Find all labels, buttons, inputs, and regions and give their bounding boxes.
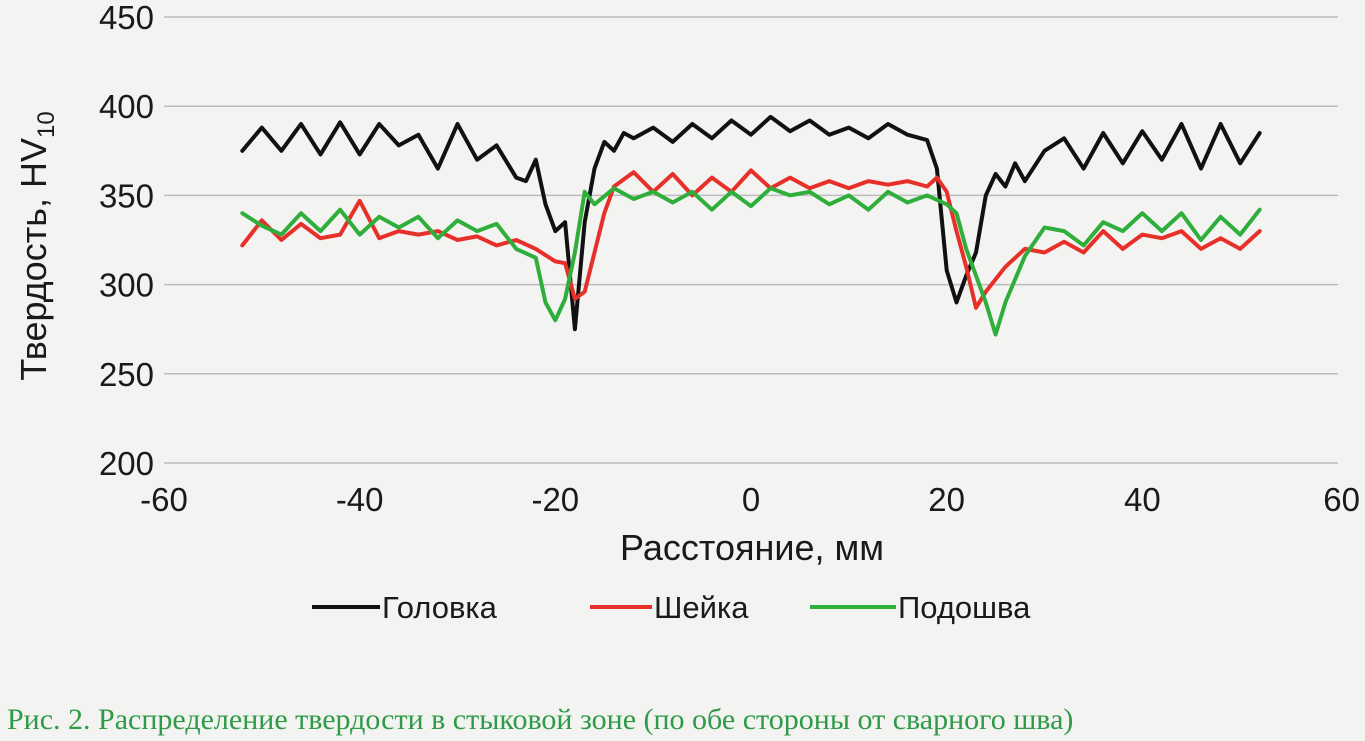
grid-lines bbox=[164, 16, 1338, 464]
y-tick-labels: 200 250 300 350 400 450 bbox=[99, 0, 154, 482]
series-line-1 bbox=[240, 114, 1262, 332]
series-line-2 bbox=[240, 168, 1262, 310]
x-tick-label--40: -40 bbox=[336, 481, 384, 518]
figure-caption: Рис. 2. Распределение твердости в стыков… bbox=[7, 703, 1073, 736]
x-tick-labels: -60 -40 -20 0 20 40 60 bbox=[140, 481, 1360, 518]
x-tick-label--20: -20 bbox=[531, 481, 579, 518]
x-tick-label--60: -60 bbox=[140, 481, 188, 518]
y-tick-label-400: 400 bbox=[99, 88, 154, 125]
x-tick-label-60: 60 bbox=[1323, 481, 1360, 518]
y-tick-label-200: 200 bbox=[99, 445, 154, 482]
y-axis-title: Твердость, HV10 bbox=[13, 111, 60, 380]
x-axis-title: Расстояние, мм bbox=[620, 527, 884, 568]
y-tick-label-350: 350 bbox=[99, 177, 154, 214]
x-tick-label-0: 0 bbox=[742, 481, 760, 518]
legend-label-1: Головка bbox=[382, 590, 498, 625]
y-axis-title-subscript: 10 bbox=[33, 111, 60, 138]
series-lines bbox=[240, 114, 1262, 337]
legend: Головка Шейка Подошва bbox=[312, 590, 1031, 625]
legend-label-3: Подошва bbox=[898, 590, 1031, 625]
y-tick-label-300: 300 bbox=[99, 267, 154, 304]
x-tick-label-20: 20 bbox=[928, 481, 965, 518]
x-tick-label-40: 40 bbox=[1124, 481, 1161, 518]
legend-label-2: Шейка bbox=[654, 590, 749, 625]
y-tick-label-250: 250 bbox=[99, 356, 154, 393]
y-tick-label-450: 450 bbox=[99, 0, 154, 36]
series-line-3 bbox=[240, 186, 1262, 337]
y-axis-title-main: Твердость, HV bbox=[13, 138, 54, 381]
